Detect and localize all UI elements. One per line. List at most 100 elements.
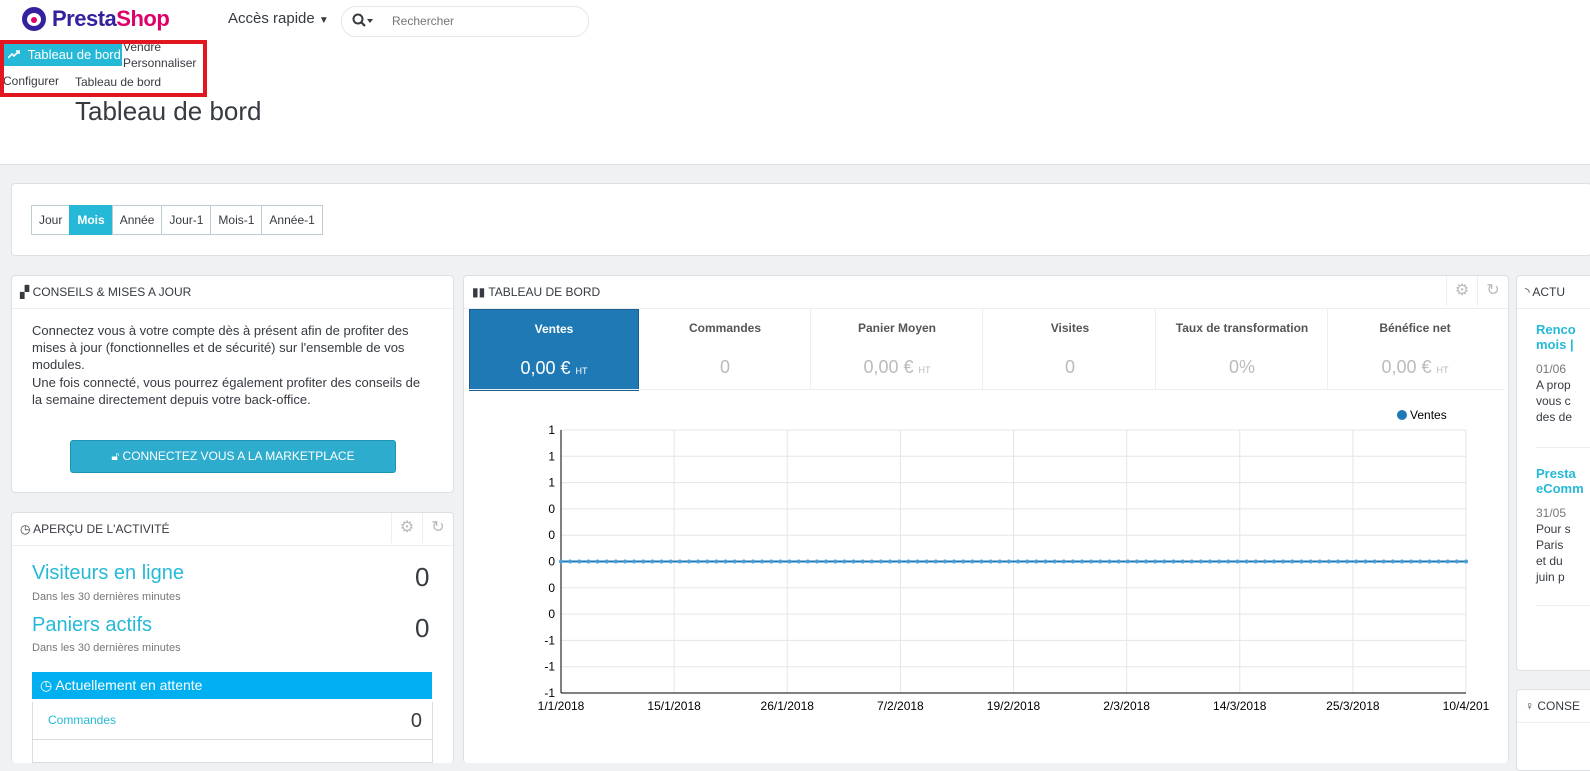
period-year-button[interactable]: Année [111,205,163,235]
news-item-2-title-line2[interactable]: eComm [1536,481,1584,496]
series-point [1400,559,1405,564]
search-icon[interactable] [352,13,374,32]
refresh-icon[interactable]: ↻ [422,513,453,543]
news-item-1-title-line1[interactable]: Renco [1536,322,1576,337]
y-tick-label: 0 [548,502,555,516]
pending-section-title: Actuellement en attente [55,677,203,693]
series-point [1189,559,1194,564]
quick-access-menu[interactable]: Accès rapide ▼ [228,10,329,27]
period-selector: Jour Mois Année Jour-1 Mois-1 Année-1 [31,205,323,235]
series-point [997,559,1002,564]
activity-panel-title: APERÇU DE L'ACTIVITÉ [33,522,170,536]
marketplace-connect-button[interactable]: 🔓︎ CONNECTEZ VOUS A LA MARKETPLACE PREST… [70,440,396,494]
series-point [1281,559,1286,564]
pending-orders-label[interactable]: Commandes [48,713,117,727]
y-tick-label: 1 [548,476,555,490]
nav-item-configure[interactable]: Configurer [3,74,60,88]
news-panel-header: ◝ ACTU [1517,276,1590,309]
advice-panel-title: CONSEILS & MISES A JOUR [32,285,192,299]
x-tick-label: 7/2/2018 [877,699,924,713]
search-input[interactable] [390,13,574,29]
prestashop-logo[interactable]: PrestaShop [22,6,170,32]
series-point [622,559,627,564]
clock-icon: ◷ [40,677,53,693]
series-point [1418,559,1423,564]
series-point [1016,559,1021,564]
puzzle-icon: ▞ [20,285,30,299]
series-point [1217,559,1222,564]
series-point [824,559,829,564]
series-point [650,559,655,564]
series-point [732,559,737,564]
visitors-online-value: 0 [415,562,430,592]
series-point [1326,559,1331,564]
period-previous-month-button[interactable]: Mois-1 [210,205,263,235]
pending-orders-row[interactable]: Commandes 0 [32,702,433,740]
series-point [1299,559,1304,564]
visitors-online-label[interactable]: Visiteurs en ligne [32,562,184,584]
highlight-box [0,40,207,97]
kpi-sales[interactable]: Ventes 0,00 € HT [469,309,639,391]
active-carts-value: 0 [415,613,430,643]
active-carts-label[interactable]: Paniers actifs [32,614,153,636]
series-point [1244,559,1249,564]
series-point [805,559,810,564]
kpi-visits-value: 0 [1064,357,1075,377]
kpi-net-profit-unit: HT [1436,365,1449,375]
gear-icon[interactable]: ⚙ [1446,276,1477,306]
x-tick-label: 19/2/2018 [987,699,1041,713]
series-point [659,559,664,564]
series-point [1098,559,1103,564]
period-previous-day-button[interactable]: Jour-1 [161,205,212,235]
kpi-conversion-rate[interactable]: Taux de transformation 0% [1157,309,1328,389]
gear-icon[interactable]: ⚙ [391,513,422,543]
search-bar[interactable] [341,6,589,37]
visitors-online-subtitle: Dans les 30 dernières minutes [32,591,181,603]
clock-icon: ◷ [20,522,31,536]
top-bar [0,0,1590,40]
kpi-average-cart[interactable]: Panier Moyen 0,00 € HT [812,309,983,389]
series-point [814,559,819,564]
pending-next-row[interactable] [32,740,433,763]
series-point [878,559,883,564]
news-item-2-title-line1[interactable]: Presta [1536,466,1576,481]
series-point [677,559,682,564]
series-point [1454,559,1459,564]
series-point [1262,559,1267,564]
series-point [1034,559,1039,564]
series-point [1061,559,1066,564]
x-tick-label: 14/3/2018 [1213,699,1267,713]
nav-tab-dashboard[interactable]: Tableau de bord [4,44,122,66]
prestashop-logo-icon [22,7,46,31]
refresh-icon[interactable]: ↻ [1477,276,1508,306]
news-divider [1536,605,1590,606]
bar-chart-icon: ▮▮ [472,285,486,299]
series-point [1125,559,1130,564]
nav-item-customize[interactable]: Personnaliser [123,56,197,70]
news-item-2-text-4: juin p [1536,570,1565,584]
nav-tab-dashboard-label: Tableau de bord [27,47,121,62]
period-day-button[interactable]: Jour [31,205,71,235]
news-item-1-title-line2[interactable]: mois | [1536,337,1574,352]
kpi-net-profit[interactable]: Bénéfice net 0,00 € HT [1330,309,1500,389]
logo-text-shop: Shop [116,6,170,31]
kpi-sales-unit: HT [575,366,588,376]
series-point [705,559,710,564]
period-previous-year-button[interactable]: Année-1 [261,205,323,235]
nav-subitem-dashboard[interactable]: Tableau de bord [75,75,162,89]
y-tick-label: 0 [548,607,555,621]
kpi-visits[interactable]: Visites 0 [985,309,1156,389]
lightbulb-icon: ♀ [1525,699,1534,713]
kpi-orders[interactable]: Commandes 0 [640,309,811,389]
series-point [1436,559,1441,564]
dashboard-panel-title: TABLEAU DE BORD [488,285,601,299]
series-point [1171,559,1176,564]
period-month-button[interactable]: Mois [69,205,113,235]
series-point [696,559,701,564]
series-point [906,559,911,564]
kpi-net-profit-value: 0,00 € [1381,357,1432,377]
series-point [568,559,573,564]
news-item-1-text-3: des de [1536,410,1573,424]
series-point [686,559,691,564]
series-point [897,559,902,564]
